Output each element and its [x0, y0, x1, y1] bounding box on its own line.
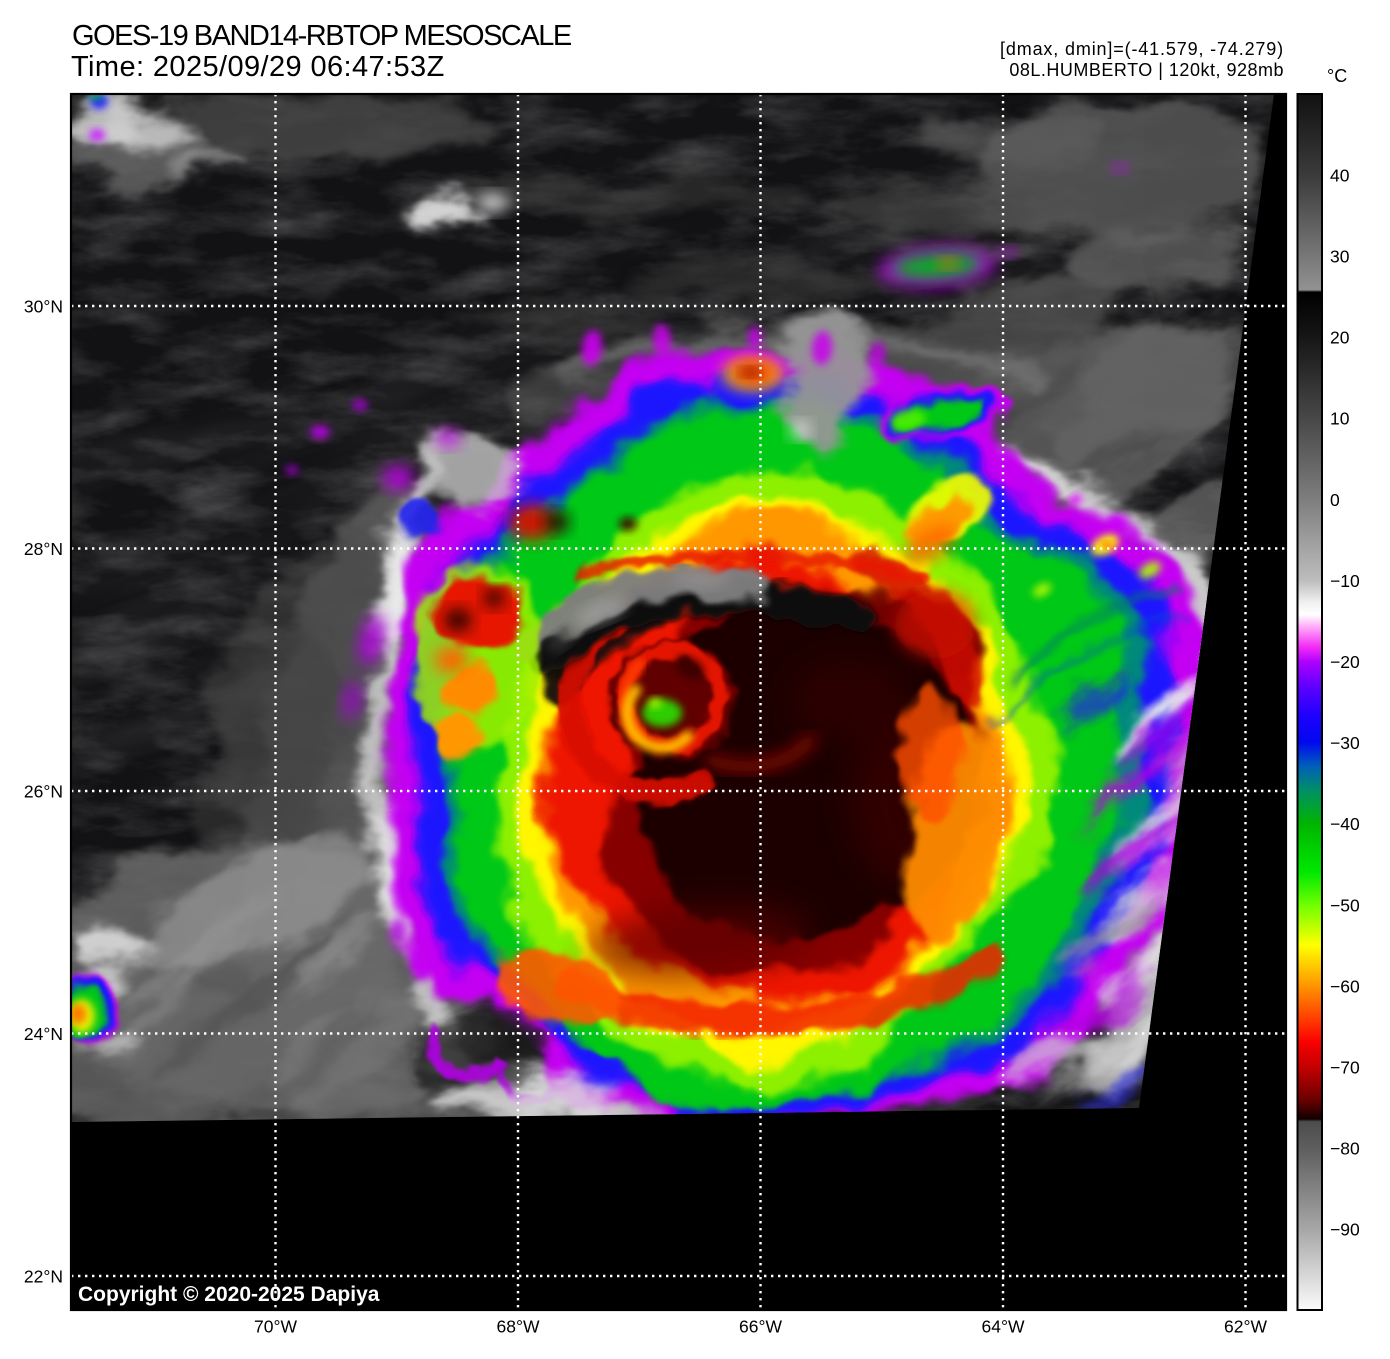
svg-text:[dmax, dmin]=(-41.579, -74.279: [dmax, dmin]=(-41.579, -74.279) — [1000, 39, 1284, 59]
svg-text:30: 30 — [1330, 247, 1350, 267]
svg-text:−80: −80 — [1330, 1139, 1360, 1159]
svg-text:−70: −70 — [1330, 1058, 1360, 1078]
svg-text:66°W: 66°W — [739, 1317, 782, 1337]
svg-text:−20: −20 — [1330, 652, 1360, 672]
svg-text:26°N: 26°N — [24, 782, 63, 802]
svg-text:30°N: 30°N — [24, 297, 63, 317]
svg-text:64°W: 64°W — [982, 1317, 1025, 1337]
svg-text:0: 0 — [1330, 490, 1340, 510]
svg-text:Time: 2025/09/29 06:47:53Z: Time: 2025/09/29 06:47:53Z — [71, 51, 445, 83]
svg-text:28°N: 28°N — [24, 539, 63, 559]
svg-text:°C: °C — [1327, 66, 1347, 86]
svg-text:70°W: 70°W — [254, 1317, 297, 1337]
svg-text:Copyright © 2020-2025 Dapiya: Copyright © 2020-2025 Dapiya — [78, 1283, 380, 1306]
svg-text:−50: −50 — [1330, 896, 1360, 916]
svg-text:20: 20 — [1330, 328, 1350, 348]
svg-text:GOES-19 BAND14-RBTOP MESOSCALE: GOES-19 BAND14-RBTOP MESOSCALE — [72, 20, 572, 52]
svg-text:−30: −30 — [1330, 733, 1360, 753]
svg-text:68°W: 68°W — [497, 1317, 540, 1337]
svg-text:24°N: 24°N — [24, 1024, 63, 1044]
svg-text:62°W: 62°W — [1224, 1317, 1267, 1337]
svg-text:22°N: 22°N — [24, 1267, 63, 1287]
svg-text:−10: −10 — [1330, 571, 1360, 591]
svg-text:−40: −40 — [1330, 814, 1360, 834]
svg-text:08L.HUMBERTO | 120kt, 928mb: 08L.HUMBERTO | 120kt, 928mb — [1009, 60, 1284, 80]
svg-text:−90: −90 — [1330, 1220, 1360, 1240]
svg-text:−60: −60 — [1330, 977, 1360, 997]
svg-text:40: 40 — [1330, 166, 1350, 186]
svg-text:10: 10 — [1330, 409, 1350, 429]
